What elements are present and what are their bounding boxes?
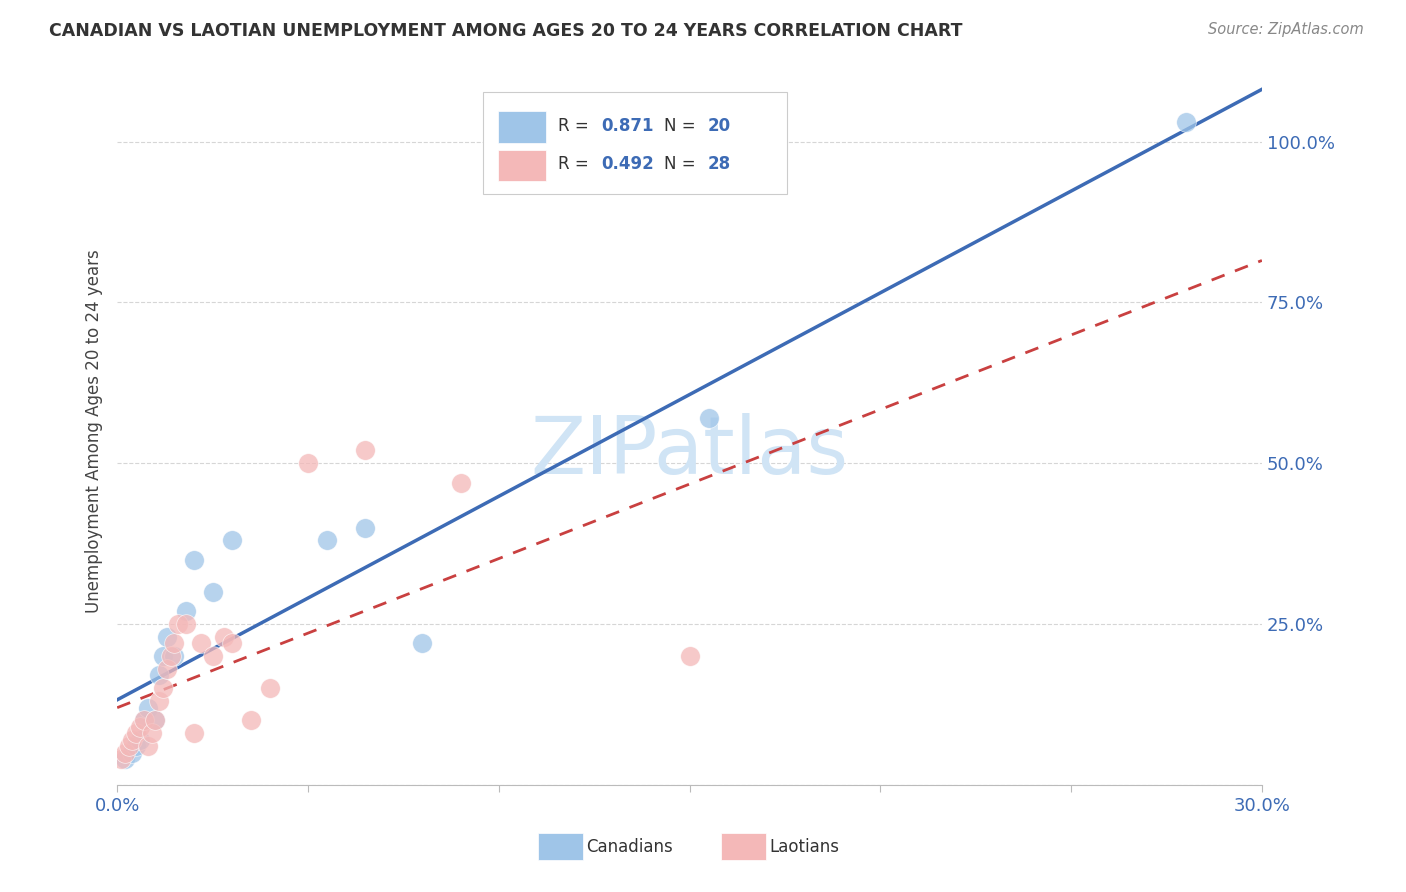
Point — [411, 636, 433, 650]
Text: N =: N = — [665, 155, 702, 173]
Text: Laotians: Laotians — [769, 838, 839, 855]
Point — [201, 649, 224, 664]
Point — [450, 475, 472, 490]
Point — [163, 636, 186, 650]
Point — [132, 714, 155, 728]
Text: ZIPatlas: ZIPatlas — [530, 413, 849, 491]
Point — [163, 649, 186, 664]
Point — [121, 732, 143, 747]
Point — [221, 533, 243, 548]
Point — [156, 662, 179, 676]
Point — [183, 552, 205, 566]
FancyBboxPatch shape — [498, 150, 547, 181]
Text: 0.871: 0.871 — [602, 117, 654, 135]
Point — [221, 636, 243, 650]
Text: 28: 28 — [707, 155, 731, 173]
Text: Canadians: Canadians — [586, 838, 673, 855]
Point — [697, 411, 720, 425]
Y-axis label: Unemployment Among Ages 20 to 24 years: Unemployment Among Ages 20 to 24 years — [86, 249, 103, 613]
Point — [114, 752, 136, 766]
Point — [110, 752, 132, 766]
Text: R =: R = — [558, 155, 593, 173]
Text: N =: N = — [665, 117, 702, 135]
Point — [316, 533, 339, 548]
Point — [143, 714, 166, 728]
Point — [190, 636, 212, 650]
Point — [117, 739, 139, 754]
Point — [129, 732, 152, 747]
Point — [354, 443, 377, 458]
Point — [354, 520, 377, 534]
Point — [1174, 115, 1197, 129]
Point — [156, 630, 179, 644]
Point — [212, 630, 235, 644]
Text: R =: R = — [558, 117, 593, 135]
Point — [143, 714, 166, 728]
Point — [152, 681, 174, 696]
Point — [183, 726, 205, 740]
FancyBboxPatch shape — [484, 92, 787, 194]
Text: 0.492: 0.492 — [602, 155, 654, 173]
Point — [174, 604, 197, 618]
Point — [259, 681, 281, 696]
Point — [152, 649, 174, 664]
Point — [239, 714, 262, 728]
Text: Source: ZipAtlas.com: Source: ZipAtlas.com — [1208, 22, 1364, 37]
Point — [201, 585, 224, 599]
Point — [125, 739, 148, 754]
Point — [132, 714, 155, 728]
Point — [167, 617, 190, 632]
FancyBboxPatch shape — [498, 112, 547, 143]
Point — [159, 649, 181, 664]
Point — [121, 746, 143, 760]
Point — [174, 617, 197, 632]
Point — [297, 456, 319, 470]
Point — [678, 649, 700, 664]
Text: 20: 20 — [707, 117, 731, 135]
Point — [129, 720, 152, 734]
Point — [114, 746, 136, 760]
Point — [125, 726, 148, 740]
Point — [141, 726, 163, 740]
Point — [136, 700, 159, 714]
Point — [148, 668, 170, 682]
Point — [136, 739, 159, 754]
Text: CANADIAN VS LAOTIAN UNEMPLOYMENT AMONG AGES 20 TO 24 YEARS CORRELATION CHART: CANADIAN VS LAOTIAN UNEMPLOYMENT AMONG A… — [49, 22, 963, 40]
Point — [148, 694, 170, 708]
